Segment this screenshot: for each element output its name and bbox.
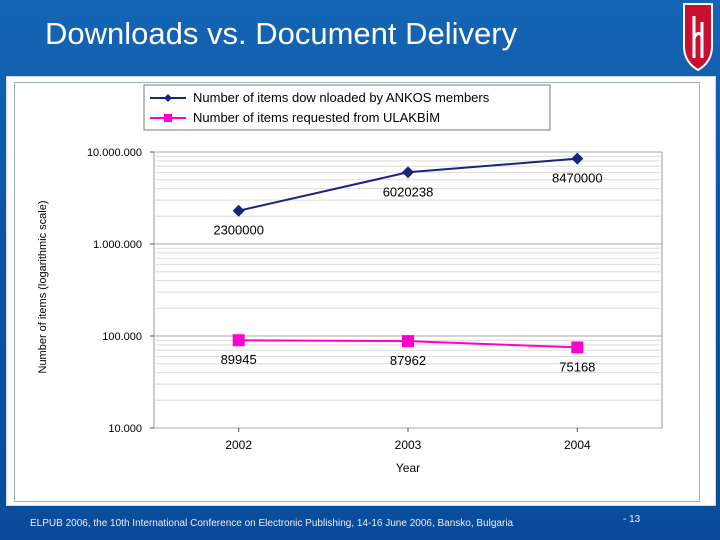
- data-label: 75168: [559, 359, 595, 374]
- legend-box: [143, 84, 551, 131]
- data-point: [402, 335, 414, 348]
- data-point: [232, 204, 245, 217]
- title-bar: Downloads vs. Document Delivery: [0, 0, 720, 74]
- legend-marker-downloads: [164, 94, 172, 102]
- data-label: 2300000: [213, 223, 264, 238]
- data-label: 6020238: [383, 184, 434, 199]
- data-point: [571, 152, 584, 165]
- data-point: [402, 166, 414, 179]
- x-axis-label: Year: [396, 461, 420, 475]
- series-group: 2300000 6020238 8470000 89945 87962 75168: [213, 152, 603, 374]
- y-tick-label: 1.000.000: [93, 239, 142, 251]
- y-tick-label: 10.000.000: [87, 147, 142, 159]
- x-tick-label: 2002: [225, 438, 252, 452]
- footer-text: ELPUB 2006, the 10th International Confe…: [30, 518, 514, 529]
- axes: 10.000.000 1.000.000 100.000 10.000 2002 2003…: [87, 147, 591, 452]
- data-label: 8470000: [552, 171, 603, 186]
- y-axis-label: Number of items (logarithmic scale): [37, 201, 49, 374]
- legend-label-requests: Number of items requested from ULAKBİM: [193, 110, 440, 125]
- legend: Number of items dow nloaded by ANKOS mem…: [143, 84, 551, 131]
- x-tick-label: 2003: [395, 438, 422, 452]
- y-tick-label: 100.000: [102, 331, 142, 343]
- data-label: 87962: [390, 353, 426, 368]
- university-logo-icon: [683, 3, 713, 72]
- page-number: - 13: [623, 514, 641, 525]
- data-point: [571, 341, 584, 354]
- data-label: 89945: [221, 352, 257, 367]
- x-tick-label: 2004: [564, 438, 591, 452]
- legend-label-downloads: Number of items dow nloaded by ANKOS mem…: [193, 90, 490, 105]
- legend-marker-requests: [164, 114, 172, 122]
- y-tick-label: 10.000: [108, 423, 142, 435]
- data-point: [232, 334, 245, 347]
- slide-title: Downloads vs. Document Delivery: [45, 16, 518, 51]
